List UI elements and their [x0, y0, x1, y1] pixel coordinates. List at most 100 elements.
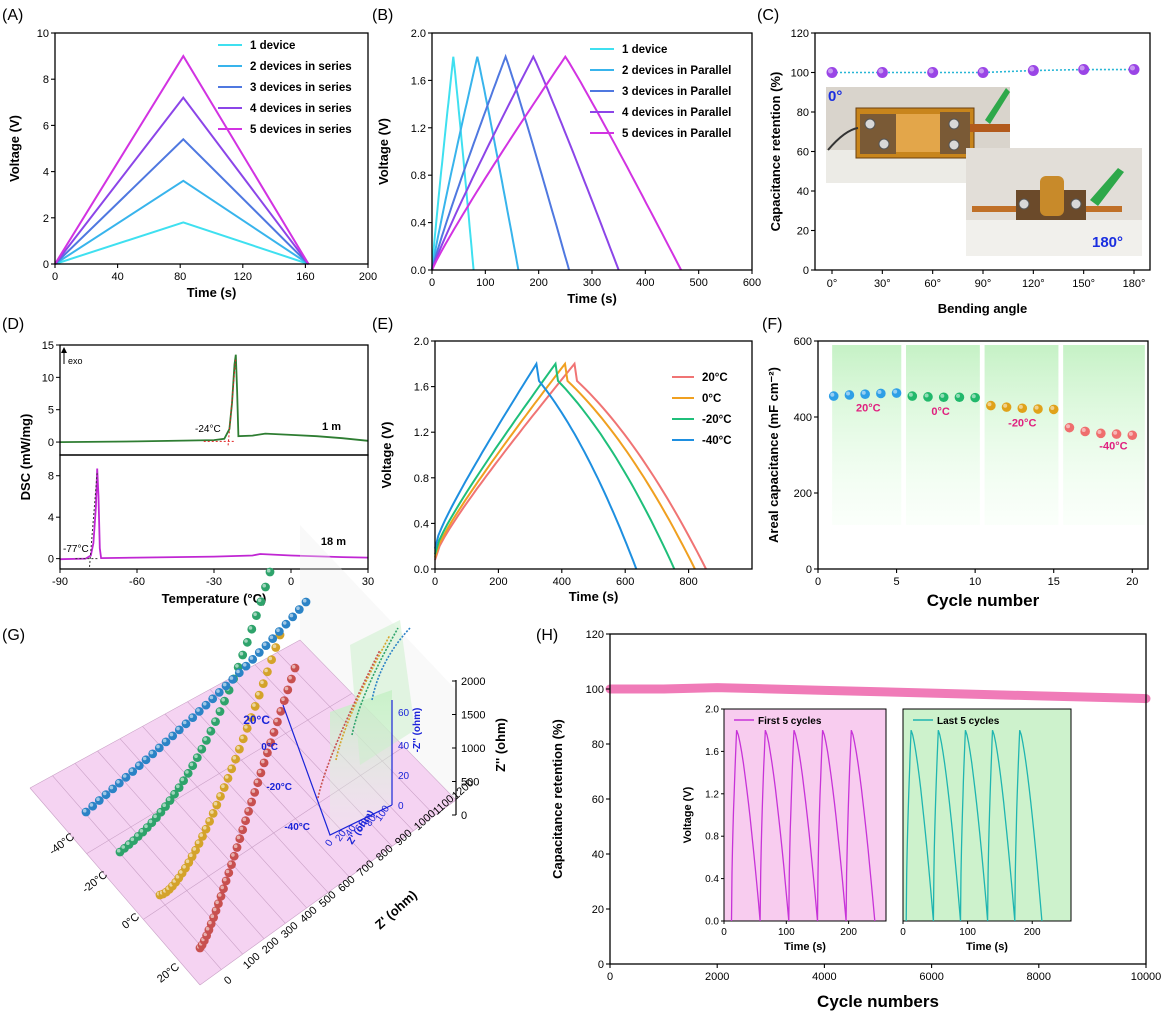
- data-point-highlight: [223, 877, 227, 882]
- data-point-highlight: [253, 612, 257, 617]
- data-point: [232, 843, 242, 852]
- panel-f: 20°C 0°C-20°C-40°C0 5 10 15 200200400600Cycle…: [762, 316, 1149, 610]
- series-line: [54, 96, 310, 265]
- data-point-highlight: [244, 639, 248, 643]
- data-point-highlight: [302, 598, 307, 603]
- x-axis-label: Time (s): [187, 285, 237, 300]
- inset-x-axis-label: Time (s): [966, 941, 1008, 953]
- data-point: [179, 776, 189, 786]
- x-axis-label: Bending angle: [938, 301, 1028, 316]
- y-axis-label: Voltage (V): [379, 422, 394, 489]
- data-point-highlight: [236, 746, 240, 750]
- inset-x-tick-label: 0: [323, 837, 335, 848]
- screw: [878, 138, 890, 150]
- data-point: [128, 767, 138, 776]
- data-point-highlight: [212, 718, 216, 723]
- lead: [970, 124, 1010, 132]
- data-point-highlight: [877, 390, 882, 395]
- data-point-highlight: [248, 798, 253, 803]
- data-point-highlight: [189, 853, 193, 857]
- onset-tangent: [227, 357, 237, 446]
- data-point: [201, 700, 211, 710]
- legend-entry: 4 devices in Parallel: [622, 107, 731, 119]
- data-point: [263, 667, 272, 677]
- data-point-highlight: [202, 702, 207, 706]
- data-point: [161, 737, 171, 747]
- y-tick-label: 60: [592, 794, 604, 806]
- data-point: [212, 800, 222, 810]
- data-point-highlight: [129, 768, 134, 772]
- data-point-highlight: [198, 746, 203, 750]
- z-tick-label: 1000: [461, 743, 485, 755]
- inset-axes: [282, 704, 393, 836]
- data-point: [224, 868, 234, 878]
- y-tick-label: 0: [598, 959, 604, 971]
- data-point: [219, 884, 228, 894]
- data-point-highlight: [213, 801, 218, 806]
- z-tick-label: 1500: [461, 710, 485, 722]
- y-tick-label: 1.6: [414, 382, 429, 394]
- data-point: [221, 681, 231, 691]
- data-point-highlight: [1050, 406, 1055, 410]
- data-point-highlight: [136, 762, 140, 767]
- curve-label: 1 m: [322, 421, 341, 433]
- legend-entry: 1 device: [250, 40, 295, 52]
- data-point: [242, 637, 252, 647]
- data-point-highlight: [277, 708, 282, 712]
- data-point-highlight: [109, 785, 114, 790]
- data-point: [252, 611, 261, 620]
- data-point-highlight: [282, 621, 287, 625]
- temperature-label: -20°C: [80, 869, 110, 896]
- legend-entry: 3 devices in Parallel: [622, 86, 731, 98]
- dsc-curve-18m: [59, 468, 369, 561]
- data-point-highlight: [979, 68, 984, 74]
- x-tick-label: 0: [429, 277, 435, 289]
- inset-frame: [723, 708, 887, 922]
- data-point-highlight: [121, 845, 125, 849]
- panel-h: 0 2000 4000 6000 8000 10000020406080100120Cyc…: [536, 627, 1161, 1011]
- y-tick-label: 0: [806, 564, 812, 576]
- data-point-highlight: [249, 656, 254, 660]
- data-point: [248, 655, 258, 664]
- group-label: 0°C: [931, 406, 950, 418]
- x-axis-label: Cycle number: [927, 591, 1040, 610]
- data-point-highlight: [179, 870, 183, 874]
- data-point: [258, 679, 268, 688]
- data-point-highlight: [153, 814, 157, 819]
- inset-x-tick-label: 200: [1024, 927, 1041, 938]
- data-point-highlight: [1113, 430, 1118, 435]
- data-point-highlight: [262, 642, 267, 647]
- data-point-highlight: [1079, 65, 1085, 71]
- y-tick-label: 8: [48, 471, 54, 483]
- series-line: [434, 360, 638, 570]
- x-axis-label: Z' (ohm): [372, 887, 420, 932]
- x-axis-label: Time (s): [569, 589, 619, 604]
- inset-temperature-label: -20°C: [266, 782, 292, 793]
- data-point-highlight: [157, 809, 162, 813]
- temperature-label: -40°C: [47, 831, 77, 858]
- photo-bent: [966, 148, 1142, 256]
- data-point-highlight: [215, 900, 219, 905]
- y-tick-label: 80: [797, 107, 809, 119]
- data-point: [265, 567, 275, 577]
- y-axis-label: Voltage (V): [7, 115, 22, 182]
- data-point-highlight: [182, 865, 186, 869]
- data-point-highlight: [270, 729, 275, 733]
- data-point-highlight: [202, 826, 207, 830]
- legend-entry: 0°C: [702, 393, 721, 405]
- data-point-highlight: [166, 797, 171, 801]
- data-point: [231, 754, 241, 764]
- panel-e: 0 200 400 600 800 0.0 0.4 0.8 1.2 1.6 2.0 Time (s) V…: [372, 316, 753, 604]
- y-tick-label: 4: [43, 167, 49, 179]
- y-tick-label: 6: [43, 120, 49, 132]
- data-point-highlight: [232, 756, 237, 760]
- data-point-highlight: [185, 859, 190, 863]
- data-point-highlight: [281, 697, 285, 702]
- x-tick-label: 10: [969, 576, 981, 588]
- y-tick-label: 15: [42, 340, 54, 352]
- group-label: -40°C: [1099, 440, 1127, 452]
- legend-entry: 5 devices in series: [250, 124, 352, 136]
- inset-y-tick-label: 1.2: [705, 789, 719, 800]
- data-point-highlight: [264, 749, 268, 754]
- data-point-highlight: [242, 817, 247, 822]
